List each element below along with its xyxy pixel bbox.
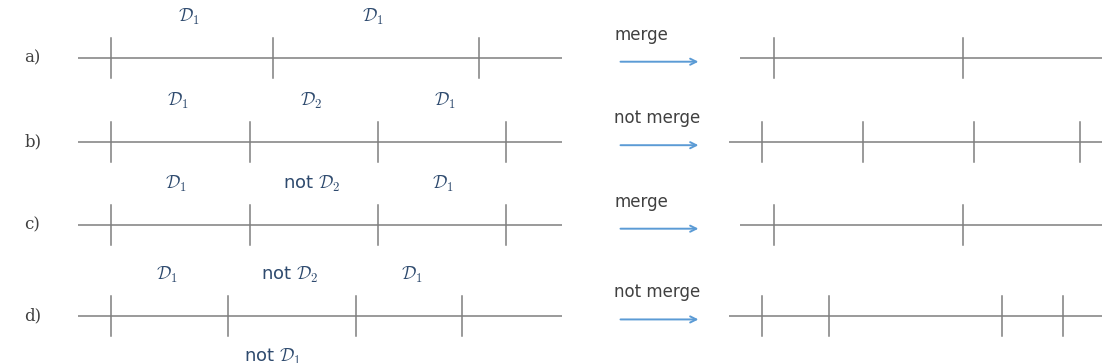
Text: $\mathcal{D}_1$: $\mathcal{D}_1$ <box>165 174 187 194</box>
Text: $\mathcal{D}_1$: $\mathcal{D}_1$ <box>362 7 384 27</box>
Text: not $\mathcal{D}_2$: not $\mathcal{D}_2$ <box>260 265 318 285</box>
Text: $\mathcal{D}_1$: $\mathcal{D}_1$ <box>156 265 178 285</box>
Text: b): b) <box>24 133 41 150</box>
Text: merge: merge <box>614 192 668 211</box>
Text: $\mathcal{D}_1$: $\mathcal{D}_1$ <box>401 265 423 285</box>
Text: d): d) <box>24 307 41 324</box>
Text: $\mathcal{D}_1$: $\mathcal{D}_1$ <box>432 174 454 194</box>
Text: $\mathcal{D}_1$: $\mathcal{D}_1$ <box>434 91 456 111</box>
Text: not $\mathcal{D}_2$: not $\mathcal{D}_2$ <box>283 174 341 194</box>
Text: $\mathcal{D}_2$: $\mathcal{D}_2$ <box>301 91 323 111</box>
Text: a): a) <box>24 50 41 66</box>
Text: merge: merge <box>614 25 668 44</box>
Text: c): c) <box>24 217 40 233</box>
Text: not merge: not merge <box>614 109 700 127</box>
Text: $\mathcal{D}_1$: $\mathcal{D}_1$ <box>167 91 189 111</box>
Text: not $\mathcal{D}_1$: not $\mathcal{D}_1$ <box>244 347 302 363</box>
Text: not merge: not merge <box>614 283 700 301</box>
Text: $\mathcal{D}_1$: $\mathcal{D}_1$ <box>178 7 200 27</box>
